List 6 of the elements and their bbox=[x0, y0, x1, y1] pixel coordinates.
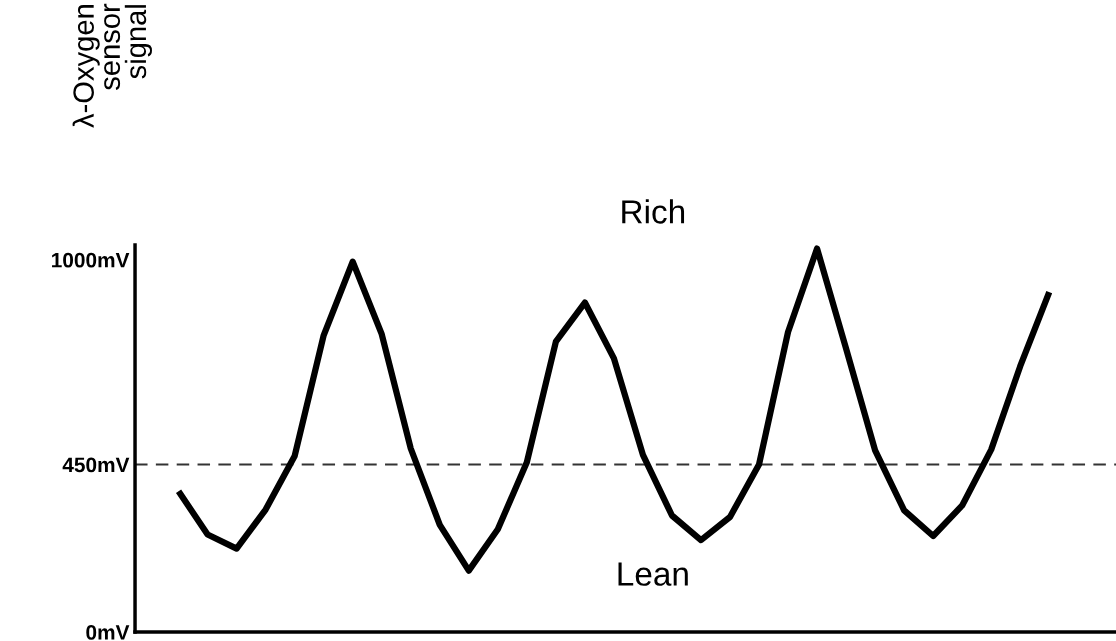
y-tick-label: 450mV bbox=[62, 457, 130, 473]
y-axis-title: λ-Oxygen sensor signal bbox=[72, 3, 152, 128]
y-tick-label: 0mV bbox=[86, 625, 130, 640]
annotation: Lean bbox=[618, 562, 688, 586]
text: Rich bbox=[622, 199, 685, 224]
y-tick-label: 1000mV bbox=[52, 252, 130, 268]
